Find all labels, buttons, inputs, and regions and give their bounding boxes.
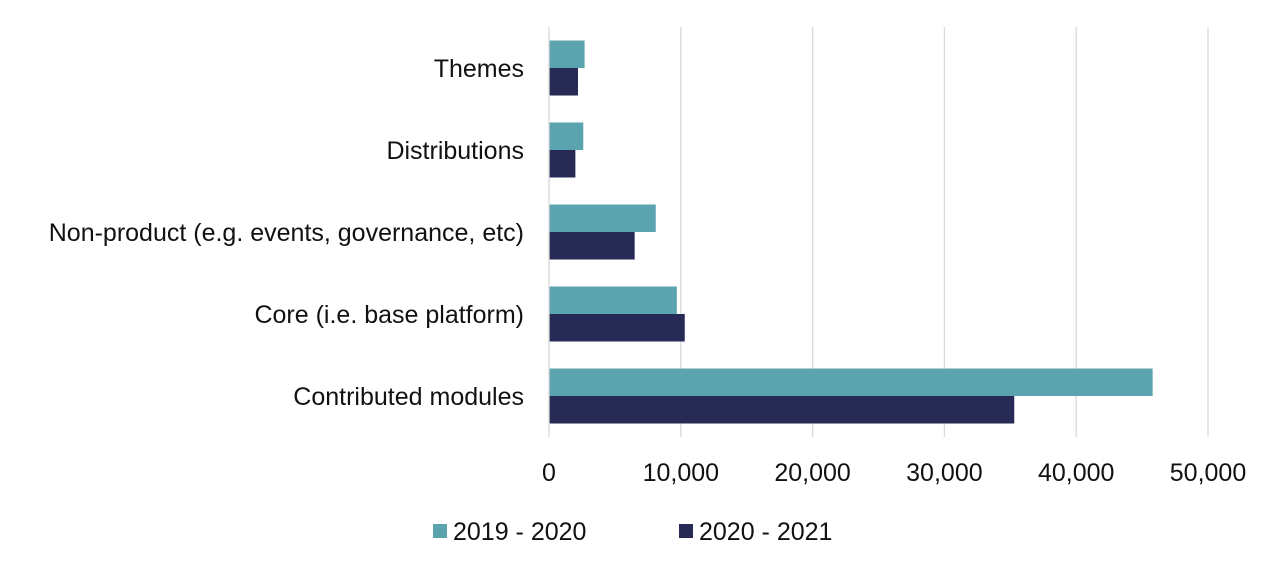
x-tick-label: 10,000: [643, 459, 719, 487]
x-tick-label: 50,000: [1170, 459, 1246, 487]
x-tick-label: 0: [542, 459, 556, 487]
bar-non-product-e-g-events-governance-etc-series-2: [549, 232, 635, 260]
category-label: Core (i.e. base platform): [254, 301, 524, 329]
bar-contributed-modules-series-2: [549, 396, 1015, 424]
legend-label: 2020 - 2021: [699, 518, 832, 546]
bar-distributions-series-2: [549, 150, 576, 178]
bar-core-i-e-base-platform-series-2: [549, 314, 685, 342]
category-label: Distributions: [386, 137, 524, 165]
legend-label: 2019 - 2020: [453, 518, 586, 546]
x-tick-label: 30,000: [906, 459, 982, 487]
legend-swatch: [679, 524, 693, 538]
bar-contributed-modules-series-1: [549, 368, 1153, 396]
bar-core-i-e-base-platform-series-1: [549, 286, 677, 314]
bar-themes-series-1: [549, 40, 585, 68]
x-axis-tick-labels: 0 10,000 20,000 30,000 40,000 50,000: [542, 459, 1246, 487]
bar-themes-series-2: [549, 68, 578, 96]
category-label: Themes: [434, 55, 524, 83]
category-labels: Themes Distributions Non-product (e.g. eve…: [49, 55, 524, 411]
bars: [549, 40, 1153, 424]
bar-non-product-e-g-events-governance-etc-series-1: [549, 204, 656, 232]
legend: 2019 - 2020 2020 - 2021: [433, 518, 832, 546]
bar-distributions-series-1: [549, 122, 584, 150]
category-label: Non-product (e.g. events, governance, et…: [49, 219, 524, 247]
x-tick-label: 40,000: [1038, 459, 1114, 487]
x-tick-label: 20,000: [774, 459, 850, 487]
category-label: Contributed modules: [293, 383, 524, 411]
legend-swatch: [433, 524, 447, 538]
